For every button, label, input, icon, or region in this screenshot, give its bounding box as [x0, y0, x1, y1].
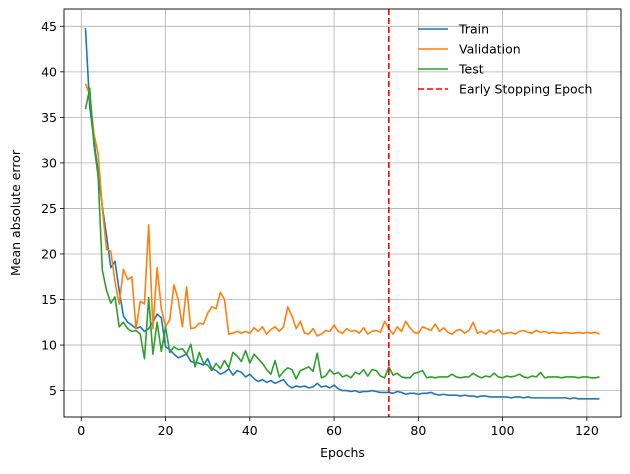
plot-frame: [63, 8, 622, 418]
legend-label: Test: [458, 62, 484, 77]
series-line-test: [84, 87, 600, 380]
x-axis-label: Epochs: [320, 445, 365, 460]
y-tick-label: 30: [41, 155, 57, 170]
legend-label: Validation: [459, 42, 521, 57]
y-tick-label: 45: [41, 19, 57, 34]
x-tick-label: 0: [77, 423, 85, 438]
series-lines: [84, 28, 600, 400]
y-tick-label: 15: [41, 292, 57, 307]
grid: [64, 9, 621, 417]
x-tick-label: 100: [491, 423, 515, 438]
y-tick-label: 5: [49, 383, 57, 398]
x-tick-label: 120: [575, 423, 599, 438]
series-line-validation: [84, 83, 600, 337]
legend-label: Train: [458, 22, 489, 37]
x-axis-ticks: 0 20 40 60 80 100 120: [77, 417, 599, 438]
y-axis-ticks: 5 10 15 20 25 30 35 40 45: [41, 19, 64, 398]
legend-label: Early Stopping Epoch: [459, 82, 592, 97]
y-tick-label: 35: [41, 110, 57, 125]
y-tick-label: 20: [41, 246, 57, 261]
y-tick-label: 40: [41, 64, 57, 79]
legend: Train Validation Test Early Stopping Epoch: [418, 22, 592, 97]
x-tick-label: 40: [242, 423, 258, 438]
y-axis-label: Mean absolute error: [8, 149, 23, 276]
x-tick-label: 20: [158, 423, 174, 438]
x-tick-label: 60: [326, 423, 342, 438]
x-tick-label: 80: [410, 423, 426, 438]
y-tick-label: 25: [41, 201, 57, 216]
y-tick-label: 10: [41, 338, 57, 353]
